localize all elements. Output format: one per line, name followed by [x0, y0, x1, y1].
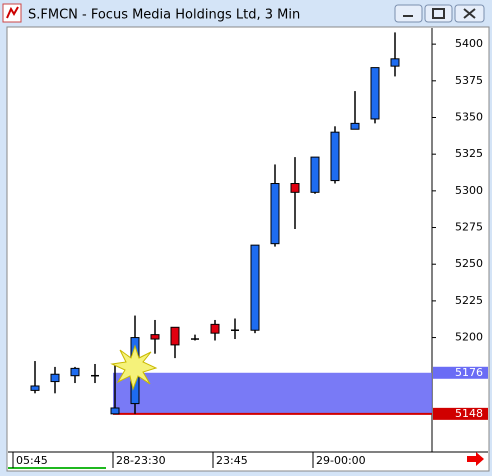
y-tick-label: 5325 — [455, 147, 483, 160]
candle-body — [110, 407, 120, 415]
y-tick-label: 5300 — [455, 184, 483, 197]
y-tick-label: 5350 — [455, 110, 483, 123]
candle-body — [170, 326, 180, 346]
x-tick-label: 28-23:30 — [116, 454, 166, 467]
candle-body — [350, 122, 360, 130]
price-zone — [113, 372, 432, 414]
scroll-right-arrow[interactable] — [467, 452, 484, 466]
window-icon — [2, 3, 22, 23]
y-tick-label: 5275 — [455, 221, 483, 234]
candle-body — [390, 58, 400, 67]
x-tick-label: 05:45 — [16, 454, 48, 467]
minimize-button[interactable] — [394, 4, 423, 23]
zone-high-label: 5176 — [455, 366, 483, 379]
y-tick-label: 5250 — [455, 257, 483, 270]
candle-body — [330, 131, 340, 182]
candle-body — [310, 156, 320, 193]
zone-low-label-bg — [433, 407, 488, 420]
candle-body — [370, 67, 380, 120]
zone-high-label-bg — [433, 366, 488, 379]
candle-body — [30, 385, 40, 391]
candle-body — [210, 323, 220, 334]
maximize-button[interactable] — [424, 4, 453, 23]
close-glyph — [463, 8, 476, 19]
flash-effect — [110, 344, 158, 391]
window-title: S.FMCN - Focus Media Holdings Ltd, 3 Min — [28, 8, 300, 23]
x-tick-label: 29-00:00 — [316, 454, 366, 467]
zone-low-label: 5148 — [455, 407, 483, 420]
maximize-glyph — [432, 8, 445, 19]
candle-body — [250, 244, 260, 331]
candle-body — [150, 334, 160, 340]
candle-body — [270, 183, 280, 245]
y-tick-label: 5225 — [455, 294, 483, 307]
candle-body — [290, 183, 300, 193]
y-tick-label: 5375 — [455, 74, 483, 87]
y-tick-label: 5200 — [455, 331, 483, 344]
x-tick-label: 23:45 — [216, 454, 248, 467]
y-tick-label: 5400 — [455, 37, 483, 50]
window-icon-glyph — [6, 6, 19, 19]
candle-body — [70, 367, 80, 377]
candle-body — [50, 373, 60, 383]
